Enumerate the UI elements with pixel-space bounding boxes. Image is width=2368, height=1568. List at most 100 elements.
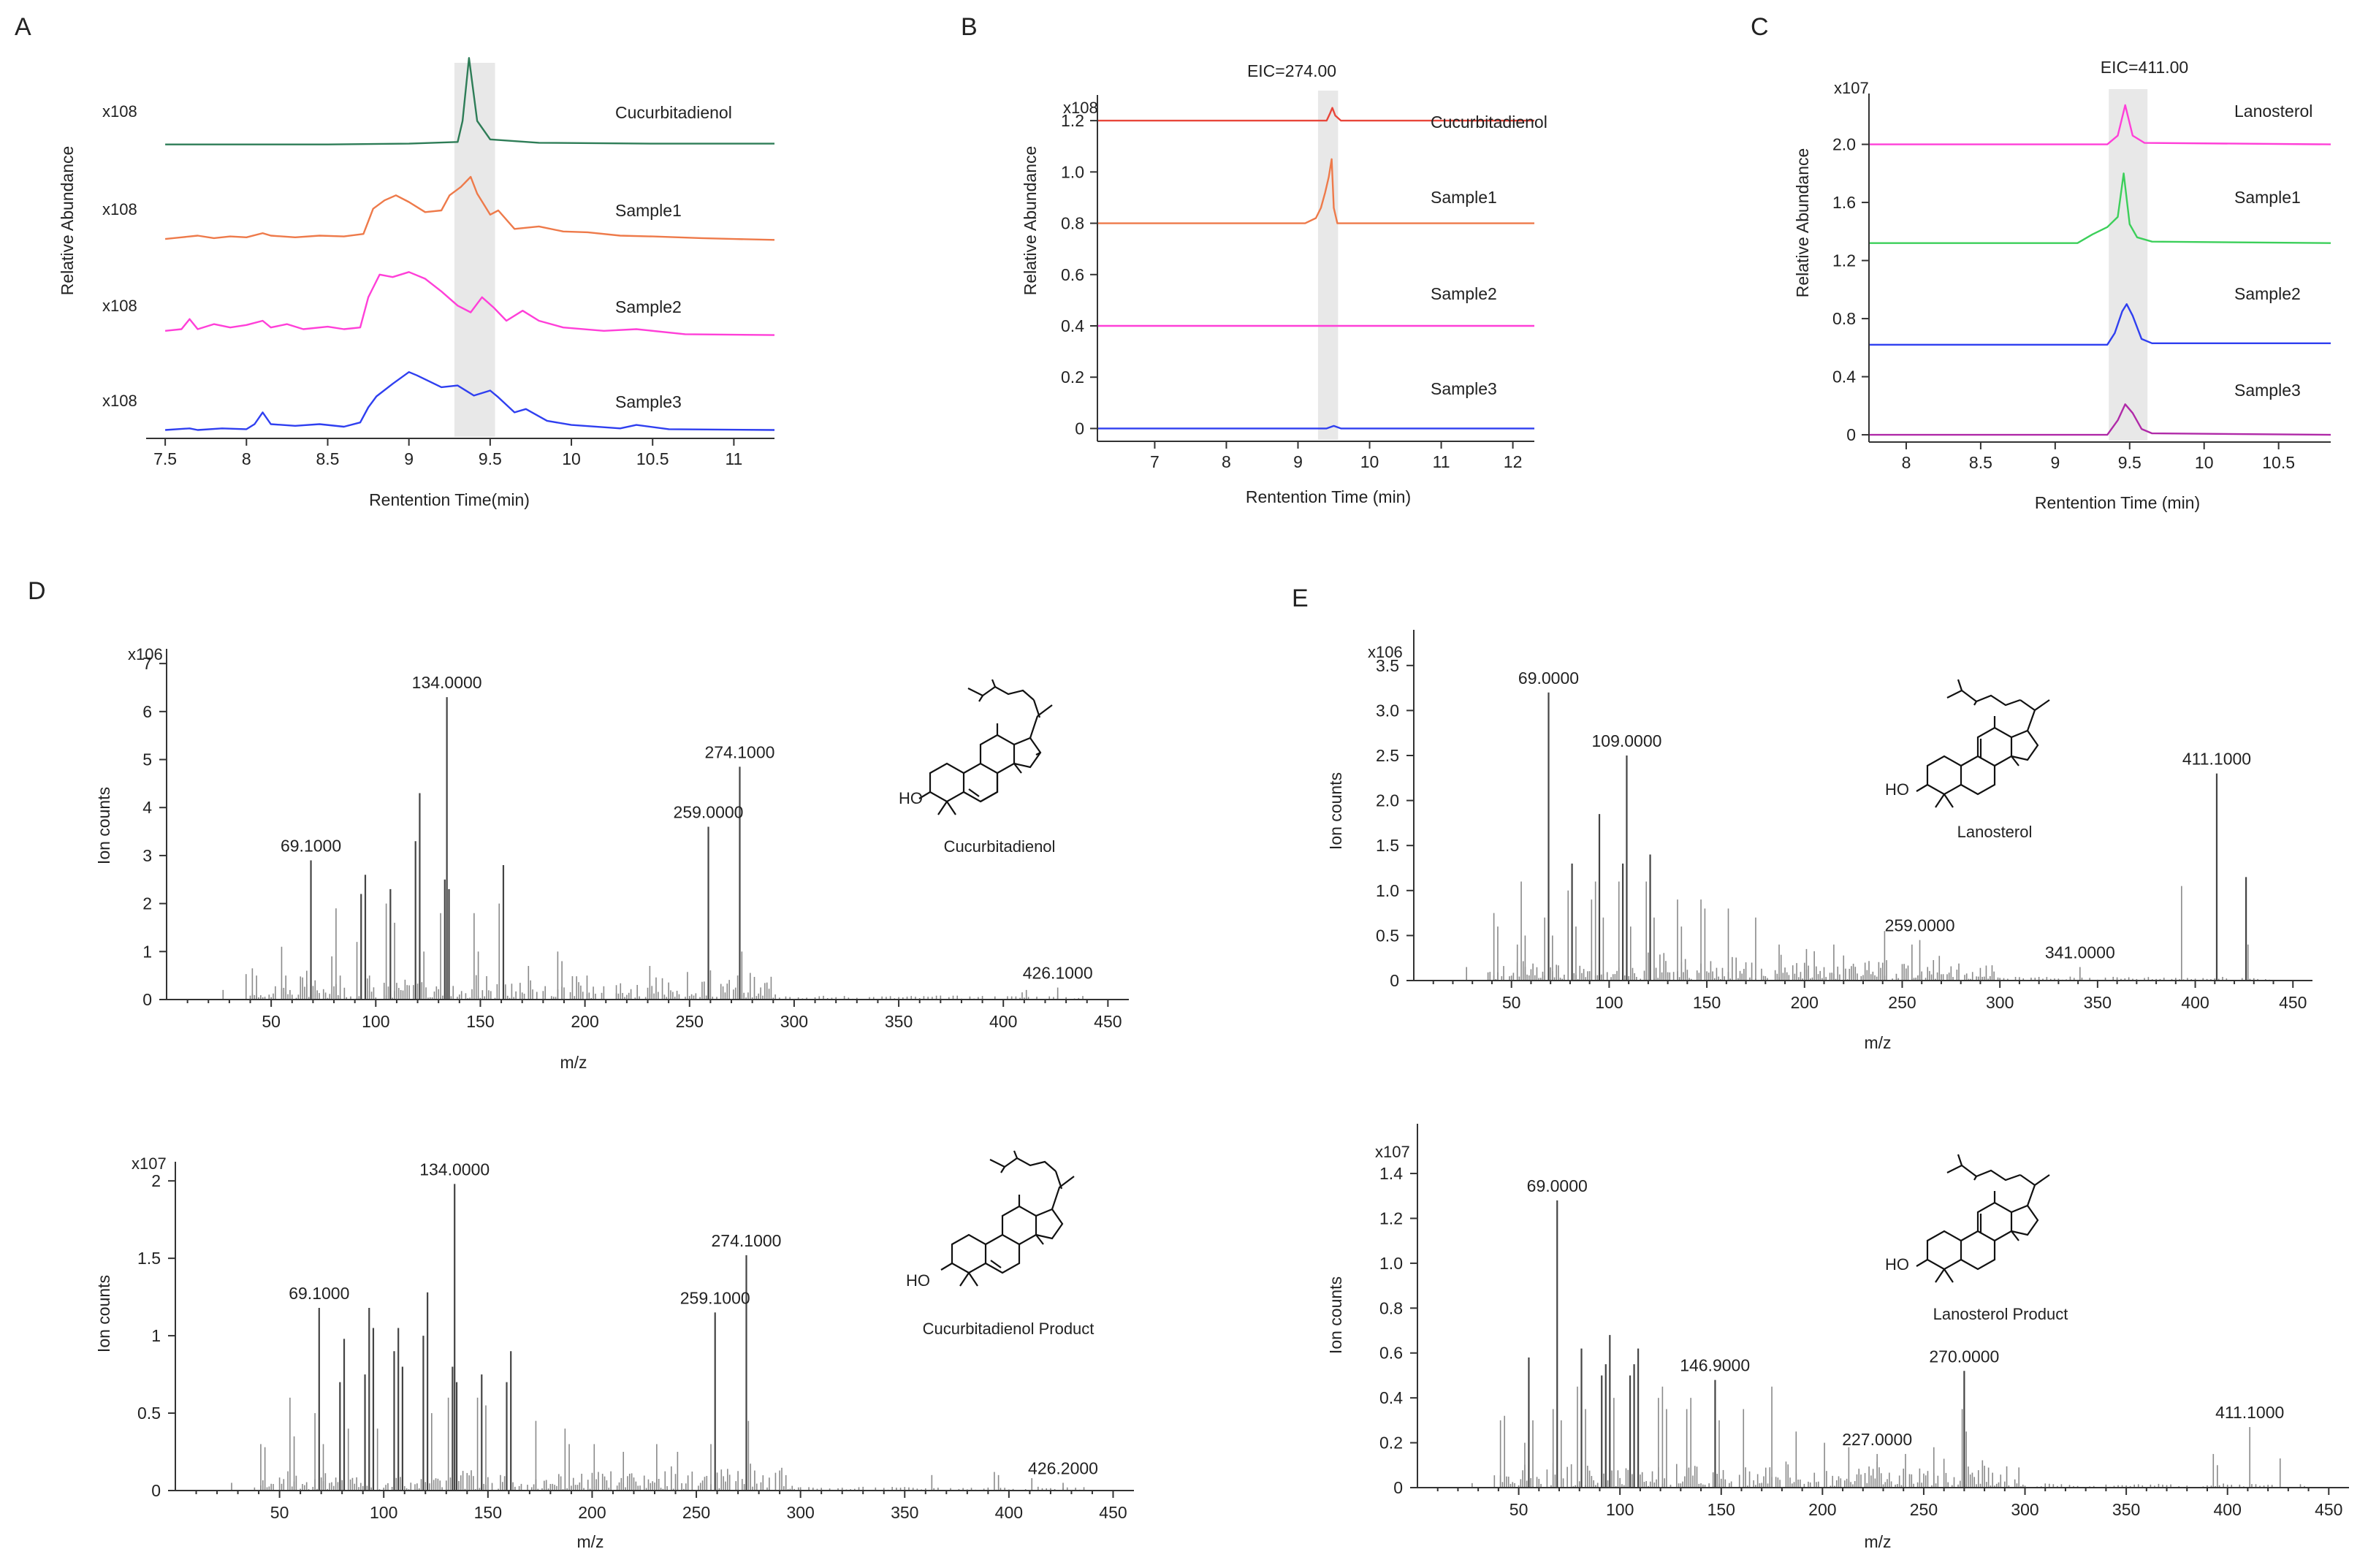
panel-c-highlight-band	[2109, 89, 2148, 441]
panel-e-bottom-peak-label: 146.9000	[1680, 1356, 1750, 1375]
panel-a-x-label: Rentention Time(min)	[369, 490, 530, 509]
panel-e-bottom-x-tick-label: 200	[1808, 1500, 1836, 1519]
panel-e-top-x-tick-label: 300	[1986, 993, 2014, 1012]
panel-c-y-tick-label: 0	[1846, 425, 1856, 444]
panel-b-trace-label-4: Sample3	[1431, 379, 1497, 398]
panel-b-trace-label-3: Sample2	[1431, 284, 1497, 303]
panel-e-bottom-x-tick-label: 400	[2214, 1500, 2242, 1519]
panel-e-bottom-y-ticks: 0 0.2 0.4 0.6 0.8 1.0 1.2 1.4	[1379, 1164, 1417, 1497]
panel-e-bottom-spectrum: 69.0000146.9000227.0000270.0000411.1000 …	[1326, 1124, 2349, 1551]
panel-b-highlight-band	[1317, 91, 1339, 440]
panel-e-top-multiplier: x106	[1368, 643, 1403, 661]
panel-c-trace-3	[1869, 303, 2331, 346]
panel-a-x-tick-label: 11	[725, 449, 742, 468]
panel-e-bottom-peak-labels: 69.0000 146.9000 227.0000 270.0000 411.1000	[1527, 1176, 2285, 1449]
panel-c-trace-1	[1869, 104, 2331, 145]
panel-a-x-tick-label: 10	[562, 449, 581, 468]
panel-d-bottom-x-tick-label: 250	[682, 1503, 710, 1522]
panel-b-x-label: Rentention Time (min)	[1246, 487, 1411, 506]
panel-b-trace-2	[1097, 158, 1534, 224]
panel-a-y-label: Relative Abundance	[58, 146, 77, 296]
panel-d-bottom-x-label: m/z	[576, 1532, 604, 1551]
panel-e-top-x-tick-label: 150	[1693, 993, 1721, 1012]
panel-e-top-y-tick-label: 1.0	[1376, 881, 1399, 900]
panel-b-x-tick-label: 9	[1293, 452, 1303, 471]
panel-d-bottom-peak-label: 69.1000	[289, 1284, 349, 1303]
panel-e-bottom-x-tick-label: 50	[1509, 1500, 1528, 1519]
panel-d-top-spectrum: 69.1000134.0000259.0000274.1000426.1000 …	[94, 645, 1129, 1072]
panel-d-top-y-tick-label: 0	[142, 990, 152, 1009]
panel-a-highlight-band	[454, 63, 495, 437]
panel-d-top-x-tick-label: 100	[362, 1012, 389, 1031]
panel-d-bottom-x-tick-label: 200	[578, 1503, 606, 1522]
panel-e-top-y-tick-label: 3.0	[1376, 701, 1399, 720]
panel-d-top-y-label: Ion counts	[94, 787, 113, 864]
panel-a-trace-4	[165, 371, 775, 431]
panel-b-multiplier: x108	[1063, 99, 1098, 117]
panel-b-x-tick-label: 8	[1222, 452, 1231, 471]
panel-c-x-tick-label: 8	[1902, 453, 1911, 472]
panel-e-bottom-x-ticks: 50 100 150 200 250 300 350 400 450	[1436, 1488, 2342, 1519]
panel-d-top-y-tick-label: 6	[142, 702, 152, 721]
panel-a-letter: A	[15, 13, 31, 41]
panel-e-top-compound-name: Lanosterol	[1957, 823, 2033, 841]
panel-e-bottom-compound-name: Lanosterol Product	[1933, 1305, 2068, 1323]
panel-e-bottom-x-tick-label: 250	[1910, 1500, 1938, 1519]
panel-c: C EIC=411.00 8 8.5 9 9.5 10 10.5 0 0.4 0.8 1.2 1.…	[1751, 13, 2331, 512]
panel-d-bottom-peaks	[231, 1184, 1089, 1491]
panel-c-traces	[1869, 104, 2331, 436]
panel-c-trace-label-1: Lanosterol	[2234, 102, 2312, 121]
panel-c-trace-label-3: Sample2	[2234, 284, 2301, 303]
panel-d-bottom-y-tick-label: 1	[151, 1326, 161, 1345]
panel-d-bottom-spectrum: 69.1000134.0000259.1000274.1000426.2000 …	[94, 1154, 1134, 1551]
panel-e-top-peak-label: 341.0000	[2045, 943, 2115, 962]
panel-d-bottom-y-tick-label: 1.5	[137, 1249, 161, 1268]
panel-d-bottom-peak-label: 134.0000	[419, 1160, 490, 1179]
panel-b-trace-label-2: Sample1	[1431, 188, 1497, 207]
lanosterol-product-structure-icon: HO	[1885, 1154, 2050, 1283]
panel-d-top-y-tick-label: 4	[142, 798, 152, 817]
panel-e-bottom-y-tick-label: 0.6	[1379, 1344, 1403, 1363]
panel-b-y-tick-label: 0	[1075, 419, 1084, 438]
panel-c-y-ticks: 0 0.4 0.8 1.2 1.6 2.0	[1832, 135, 1869, 444]
panel-e-bottom-y-tick-label: 0.2	[1379, 1434, 1403, 1453]
panel-e-bottom-x-tick-label: 100	[1606, 1500, 1634, 1519]
panel-e-top-peak-label: 411.1000	[2182, 750, 2251, 769]
panel-d-bottom-peak-label: 426.2000	[1028, 1458, 1098, 1477]
panel-b-x-tick-label: 10	[1360, 452, 1379, 471]
panel-d-top-peak-labels: 69.1000 134.0000 259.0000 274.1000 426.1000	[281, 673, 1093, 982]
panel-a-trace-label-2: Sample1	[615, 201, 682, 220]
panel-c-y-label: Relative Abundance	[1793, 148, 1812, 298]
panel-e-bottom-y-tick-label: 0	[1393, 1478, 1403, 1497]
panel-d-top-x-tick-label: 400	[989, 1012, 1017, 1031]
panel-e-top-x-tick-label: 50	[1502, 993, 1521, 1012]
panel-c-eic-label: EIC=411.00	[2101, 58, 2188, 77]
panel-e-bottom-peak-label: 411.1000	[2215, 1403, 2284, 1422]
panel-b-y-tick-label: 1.0	[1061, 162, 1084, 181]
panel-e-bottom-peak-label: 69.0000	[1527, 1176, 1588, 1195]
panel-e-top-y-tick-label: 2.5	[1376, 746, 1399, 765]
panel-e-bottom-y-tick-label: 0.4	[1379, 1388, 1403, 1407]
panel-d-bottom-y-ticks: 0 0.5 1 1.5 2	[137, 1171, 175, 1500]
panel-e-top-y-tick-label: 0	[1390, 971, 1399, 990]
panel-d-bottom-x-tick-label: 300	[786, 1503, 814, 1522]
panel-e-bottom-x-label: m/z	[1864, 1532, 1891, 1551]
panel-d-top-peak-label: 69.1000	[281, 836, 341, 855]
panel-d-top-x-tick-label: 150	[466, 1012, 494, 1031]
panel-e-top-y-tick-label: 0.5	[1376, 926, 1399, 945]
panel-d-top-x-label: m/z	[560, 1053, 587, 1072]
panel-c-y-tick-label: 1.2	[1832, 251, 1856, 270]
panel-d-top-x-tick-label: 350	[885, 1012, 913, 1031]
panel-b-x-tick-label: 12	[1504, 452, 1523, 471]
panel-e-top-spectrum: 69.0000109.0000259.0000341.0000411.1000 …	[1326, 630, 2312, 1052]
panel-d-top-y-tick-label: 7	[142, 654, 152, 673]
panel-d-top-peak-label: 134.0000	[412, 673, 482, 692]
panel-e-bottom-y-tick-label: 1.2	[1379, 1209, 1403, 1228]
panel-b-x-ticks: 7 8 9 10 11 12	[1150, 441, 1522, 471]
panel-c-x-tick-label: 10	[2195, 453, 2214, 472]
panel-b-x-tick-label: 11	[1433, 452, 1450, 471]
panel-d-top-y-ticks: 0 1 2 3 4 5 6 7	[142, 654, 167, 1009]
panel-d-bottom-y-tick-label: 2	[151, 1171, 161, 1190]
panel-c-trace-2	[1869, 172, 2331, 244]
